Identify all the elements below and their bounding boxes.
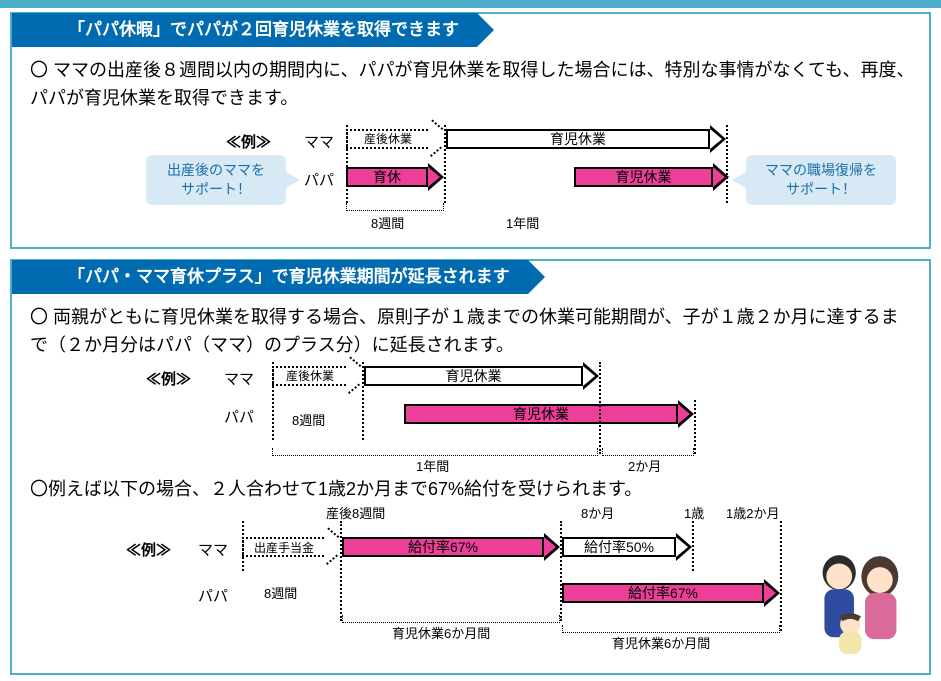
period-6m: 育児休業6か月間 (612, 633, 710, 652)
period-6m: 育児休業6か月間 (392, 623, 490, 642)
vline (340, 521, 342, 621)
section2-body2: 〇例えば以下の場合、２人合わせて1歳2か月まで67%給付を受けられます。 (26, 476, 915, 504)
brace-2m (602, 448, 694, 456)
period-8w: 8週間 (292, 410, 325, 429)
period-8w: 8週間 (371, 213, 404, 232)
callout-left-text: 出産後のママを サポート！ (167, 162, 265, 197)
period-1y: 1年間 (416, 456, 449, 475)
brace-1y (272, 448, 598, 456)
vline (726, 125, 728, 203)
period-1y: 1年間 (506, 213, 539, 232)
mama-label: ママ (304, 131, 334, 152)
arrow-label: 産後休業 (346, 129, 428, 149)
arrow-label: 給付率50% (562, 537, 676, 557)
section-papa-mama-plus: 「パパ・ママ育休プラス」で育児休業期間が延長されます 〇 両親がともに育児休業を… (10, 259, 931, 676)
papa-label: パパ (198, 585, 228, 606)
arrow-label: 育児休業 (446, 129, 710, 149)
arrow-mama-ikuji: 育児休業 (364, 362, 599, 390)
vline (346, 125, 348, 203)
vline (780, 521, 782, 631)
arrow-label: 育児休業 (404, 404, 678, 424)
arrow-mama-67: 給付率67% (342, 533, 560, 561)
vline (362, 362, 364, 440)
arrow-papa-2: 育児休業 (574, 163, 729, 191)
vline (599, 362, 601, 454)
papa-label: パパ (304, 169, 334, 190)
toplabel: 8か月 (581, 503, 614, 522)
toplabel: 産後8週間 (326, 503, 385, 522)
arrow-mama-ikuji: 育児休業 (446, 125, 726, 153)
arrow-label: 育児休業 (574, 167, 713, 187)
vline (272, 362, 274, 440)
mama-label: ママ (224, 368, 254, 389)
example-label: ≪例≫ (226, 131, 271, 152)
arrow-mama-50: 給付率50% (562, 533, 692, 561)
toplabel: 1歳2か月 (726, 503, 779, 522)
family-illustration-icon (802, 545, 917, 665)
brace-8w (346, 203, 444, 211)
section2-title: 「パパ・ママ育休プラス」で育児休業期間が延長されます (12, 260, 528, 294)
vline (444, 125, 446, 203)
section-papa-kyuka: 「パパ休暇」でパパが２回育児休業を取得できます 〇 ママの出産後８週間以内の期間… (10, 12, 931, 249)
arrow-label: 育休 (346, 167, 428, 187)
arrow-label: 育児休業 (364, 366, 583, 386)
topbar (0, 0, 941, 8)
arrow-mama-allowance: 出産手当金 (242, 533, 340, 561)
section1-diagram: ≪例≫ ママ パパ 出産後のママを サポート！ ママの職場復帰を サポート！ 産… (26, 113, 915, 233)
vline (560, 521, 562, 621)
callout-left: 出産後のママを サポート！ (146, 155, 286, 205)
example-label: ≪例≫ (146, 368, 191, 389)
section1-body: 〇 ママの出産後８週間以内の期間内に、パパが育児休業を取得した場合には、特別な事… (26, 57, 915, 113)
arrow-papa-1: 育休 (346, 163, 444, 191)
callout-right-text: ママの職場復帰を サポート！ (765, 162, 877, 197)
arrow-mama-postnatal: 産後休業 (272, 362, 362, 390)
arrow-mama-postnatal: 産後休業 (346, 125, 444, 153)
papa-label: パパ (224, 406, 254, 427)
vline (692, 521, 694, 571)
arrow-label: 産後休業 (272, 366, 346, 386)
section2-diagram2: 産後8週間 8か月 1歳 1歳2か月 ≪例≫ ママ パパ 出産手当金 給付率67… (26, 503, 915, 653)
arrow-label: 給付率67% (562, 583, 764, 603)
period-2m: 2か月 (628, 456, 661, 475)
arrow-label: 出産手当金 (242, 537, 324, 557)
vline (694, 400, 696, 454)
vline (242, 521, 244, 571)
arrow-label: 給付率67% (342, 537, 544, 557)
period-8w: 8週間 (264, 583, 297, 602)
arrow-papa-67: 給付率67% (562, 579, 780, 607)
callout-right: ママの職場復帰を サポート！ (746, 155, 896, 205)
arrow-papa: 育児休業 (404, 400, 694, 428)
example-label: ≪例≫ (126, 539, 171, 560)
toplabel: 1歳 (684, 503, 704, 522)
brace-6m1 (342, 615, 560, 623)
section2-diagram1: ≪例≫ ママ パパ 産後休業 育児休業 育児休業 8週間 1年間 2か月 (26, 350, 915, 470)
section1-title: 「パパ休暇」でパパが２回育児休業を取得できます (12, 13, 477, 47)
brace-6m2 (562, 625, 780, 633)
mama-label: ママ (198, 539, 228, 560)
